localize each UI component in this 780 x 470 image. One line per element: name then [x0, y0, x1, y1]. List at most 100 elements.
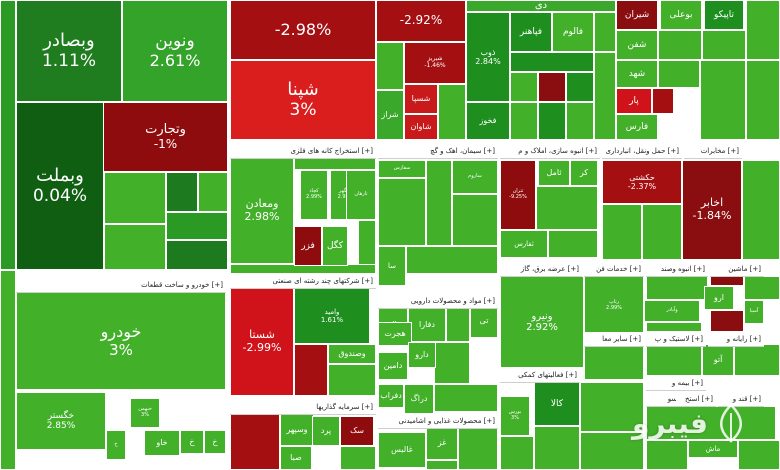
treemap-tile-tkr[interactable]: کر: [570, 160, 598, 186]
treemap-tile-vbsadr[interactable]: وبصادر 1.11%: [16, 0, 122, 102]
sector-header-s_auto[interactable]: [+] خودرو و ساخت قطعات: [16, 278, 226, 293]
treemap-tile-dfarab[interactable]: دفراب: [378, 384, 404, 408]
treemap-filler-tile: [434, 342, 470, 384]
treemap-tile-kala[interactable]: کالا: [534, 382, 580, 426]
sector-label: [+] استخ: [685, 395, 713, 403]
treemap-tile-khav[interactable]: خاو: [144, 430, 180, 456]
treemap-tile-dey[interactable]: دی: [466, 0, 616, 12]
treemap-tile-shahed[interactable]: شهد: [616, 60, 658, 88]
treemap-tile-shsepa[interactable]: شسپا: [404, 84, 438, 114]
treemap-tile-vsepah[interactable]: وسپهر: [280, 414, 314, 446]
sector-header-s_transport[interactable]: [+] حمل ونقل، انبارداری: [602, 144, 682, 159]
sector-header-s_food[interactable]: [+] محصولات غذایی و اشامیدنی: [378, 414, 498, 429]
sector-header-s_invest[interactable]: [+] سرمایه گذاریها: [230, 400, 376, 415]
treemap-tile-vanir[interactable]: ونیرو 2.92%: [500, 276, 584, 368]
tile-symbol: فزر: [301, 240, 315, 251]
treemap-tile-hakshti[interactable]: حکشتی -2.37%: [602, 160, 682, 204]
treemap-tile-thamel[interactable]: ثامل: [538, 160, 570, 186]
treemap-tile-boali[interactable]: بوعلی: [660, 0, 702, 30]
sector-header-s_other1[interactable]: [+] استخ: [676, 392, 716, 407]
treemap-tile-shpna[interactable]: شپنا 3%: [230, 60, 376, 140]
sector-header-s_insurance[interactable]: [+] بیمه و: [646, 376, 706, 391]
sector-header-s_plastic[interactable]: [+] لاستیک و پ: [646, 332, 706, 347]
treemap-tile-damin[interactable]: دامین: [378, 352, 408, 380]
sector-header-s_realestate[interactable]: [+] انبوه سازی، املاک و م: [500, 144, 600, 159]
treemap-tile-vtejarat[interactable]: وتجارت -1%: [103, 102, 228, 172]
sector-header-s_telecom[interactable]: [+] مخابرات: [684, 144, 742, 159]
treemap-tile-khodro[interactable]: خودرو 3%: [16, 292, 226, 390]
treemap-tile-t_292[interactable]: -2.92%: [376, 0, 466, 42]
treemap-tile-vbmellat[interactable]: وبملت 0.04%: [16, 102, 104, 270]
treemap-tile-ghaz[interactable]: غز: [426, 426, 458, 460]
treemap-tile-vamid[interactable]: وامید 1.61%: [294, 288, 370, 344]
treemap-tile-perd[interactable]: پرد: [312, 416, 340, 446]
treemap-tile-shavan[interactable]: شاوان: [404, 114, 438, 140]
treemap-tile-cement3[interactable]: سا: [378, 246, 406, 286]
treemap-tile-kegel[interactable]: کگل: [322, 226, 348, 266]
treemap-tile-shraz[interactable]: شراز: [376, 90, 404, 140]
treemap-tile-atoo[interactable]: آتو: [702, 344, 734, 376]
sector-header-s_services[interactable]: [+] خدمات فن: [584, 262, 644, 277]
sector-header-s_othermining[interactable]: [+] سایر معا: [584, 332, 644, 347]
treemap-tile-khrekhs[interactable]: خ: [106, 430, 126, 460]
treemap-tile-falom[interactable]: فالوم: [552, 12, 594, 52]
sector-header-s_woodwork[interactable]: [+] انبوه وصند: [646, 262, 708, 277]
sector-header-s_machinery[interactable]: [+] ماشین: [710, 262, 764, 277]
sector-header-s_utility[interactable]: [+] عرضه برق، گاز: [500, 262, 582, 277]
treemap-tile-fmeli[interactable]: -2.98%: [230, 0, 376, 60]
sector-header-s_pharma[interactable]: [+] مواد و محصولات دارویی: [378, 294, 498, 309]
treemap-tile-cement2[interactable]: ساروم: [452, 160, 498, 194]
treemap-tile-vsandoq[interactable]: وصندوق: [328, 344, 376, 364]
treemap-tile-tehrag[interactable]: ثتران -9.25%: [500, 160, 536, 230]
treemap-tile-fezar[interactable]: فزر: [294, 226, 322, 266]
treemap-tile-hejrat[interactable]: هجرت: [378, 322, 412, 346]
treemap-tile-zob[interactable]: ذوب 2.84%: [466, 12, 510, 102]
sector-header-s_computer[interactable]: [+] رایانه و: [708, 332, 764, 347]
treemap-tile-dtet[interactable]: تی: [470, 304, 498, 338]
tile-symbol: خ: [212, 437, 218, 447]
treemap-tile-tarhan[interactable]: تارهان: [346, 170, 376, 220]
treemap-tile-shiriz[interactable]: شیریز -1.46%: [404, 42, 466, 84]
treemap-tile-vamaden[interactable]: ومعادن 2.98%: [230, 158, 294, 264]
treemap-tile-shafan[interactable]: شفن: [616, 30, 658, 60]
treemap-tile-aroo[interactable]: ارو: [704, 286, 734, 310]
treemap-tile-rayan[interactable]: رتاپ 2.99%: [584, 276, 644, 336]
treemap-tile-aesh[interactable]: آسیا: [744, 300, 764, 324]
treemap-tile-tfars[interactable]: ثفارس: [500, 230, 548, 258]
treemap-filler-tile: [594, 52, 616, 140]
sector-label: [+] سیمان، اهک و گچ: [430, 147, 495, 155]
treemap-tile-shiran[interactable]: شیران: [616, 0, 658, 30]
treemap-tile-tapico[interactable]: تاپیکو: [704, 0, 744, 30]
sector-header-s_other2[interactable]: [+] قند و: [718, 392, 764, 407]
treemap-tile-fkhoz[interactable]: فخوز: [466, 102, 510, 140]
treemap-tile-daroo[interactable]: دارو: [408, 342, 436, 368]
treemap-tile-kh2[interactable]: خ: [180, 430, 204, 454]
treemap-tile-kh3[interactable]: خ: [204, 430, 226, 454]
treemap-tile-kehor[interactable]: کچاد 2.99%: [300, 170, 328, 220]
treemap-tile-dafra[interactable]: دفارا: [408, 308, 446, 342]
tile-symbol: بوعلی: [669, 9, 693, 20]
treemap-tile-wah[interactable]: وآبادر: [644, 300, 700, 322]
sector-header-s_cement[interactable]: [+] سیمان، اهک و گچ: [378, 144, 498, 159]
tile-symbol: آتو: [713, 355, 723, 365]
treemap-filler-tile: [710, 310, 744, 332]
treemap-tile-sepa[interactable]: صبا: [280, 446, 312, 470]
sector-header-s_metals[interactable]: [+] استخراج کانه های فلزی: [230, 144, 376, 159]
treemap-tile-fahir[interactable]: فپاهنر: [510, 12, 552, 52]
treemap-tile-dpharma[interactable]: دراگ: [404, 384, 434, 414]
sector-header-s_multi[interactable]: [+] شرکتهای چند رشته ای صنعتی: [230, 274, 376, 289]
treemap-tile-sedi[interactable]: سک: [340, 416, 374, 446]
treemap-tile-alis[interactable]: غالبس: [378, 432, 426, 468]
treemap-tile-shasta[interactable]: شستا -2.99%: [230, 288, 294, 396]
treemap-tile-khegostar[interactable]: خگستر 2.85%: [16, 392, 106, 450]
treemap-tile-par[interactable]: پار: [616, 88, 652, 114]
treemap-tile-akhaber[interactable]: اخابر -1.84%: [682, 160, 742, 260]
treemap-tile-maash[interactable]: ماش: [688, 440, 738, 458]
treemap-tile-boors[interactable]: بورس 3%: [500, 396, 530, 436]
treemap-tile-cement1[interactable]: سفارس: [378, 160, 426, 178]
treemap-tile-khbahman[interactable]: خبهمن 3%: [130, 398, 160, 428]
treemap-tile-vnovin[interactable]: ونوین 2.61%: [122, 0, 228, 102]
treemap-tile-fars[interactable]: فارس: [616, 114, 658, 140]
treemap-filler-tile: [580, 382, 644, 432]
sector-header-s_support[interactable]: [+] فعالیتهای کمکی: [500, 368, 580, 383]
